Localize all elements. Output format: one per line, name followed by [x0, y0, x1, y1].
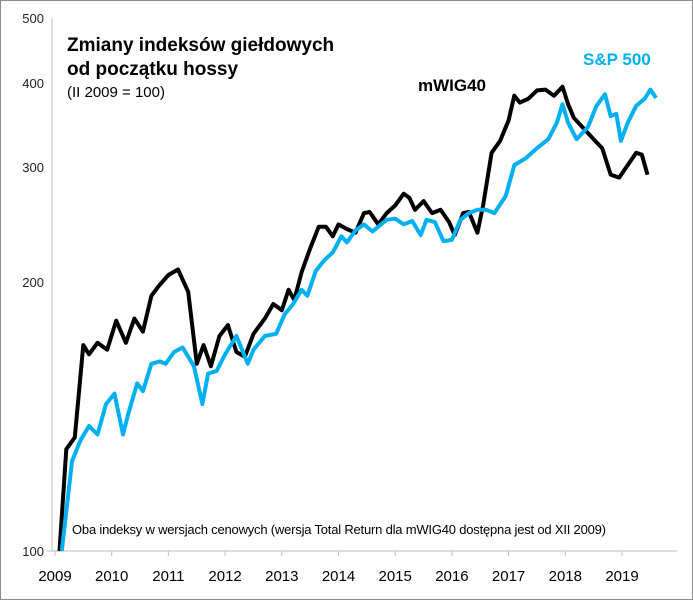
x-tick-label: 2013: [265, 568, 298, 585]
chart-title: Zmiany indeksów giełdowych od początku h…: [67, 34, 334, 82]
x-tick-label: 2015: [379, 568, 412, 585]
x-tick-label: 2009: [38, 568, 71, 585]
y-tick-label: 300: [22, 160, 44, 175]
x-tick-label: 2011: [152, 568, 184, 585]
chart-footnote: Oba indeksy w wersjach cenowych (wersja …: [72, 522, 606, 537]
legend-label-sp500: S&P 500: [583, 50, 651, 69]
x-tick-label: 2014: [322, 568, 355, 585]
x-tick-label: 2019: [605, 568, 638, 585]
chart-title-line-1: Zmiany indeksów giełdowych: [67, 35, 335, 56]
y-tick-label: 400: [22, 76, 44, 91]
y-tick-label: 100: [22, 544, 44, 559]
x-tick-label: 2012: [208, 568, 241, 585]
chart-title-line-2: od początku hossy: [67, 59, 239, 80]
series-line-s-p-500: [59, 87, 658, 552]
x-tick-label: 2017: [492, 568, 525, 585]
y-tick-label: 200: [22, 275, 44, 290]
series-line-mwig40: [57, 84, 650, 552]
chart-subtitle: (II 2009 = 100): [67, 84, 165, 101]
y-tick-label: 500: [22, 11, 44, 26]
x-tick-label: 2016: [435, 568, 468, 585]
x-tick-label: 2010: [95, 568, 128, 585]
legend-label-mwig40: mWIG40: [418, 76, 487, 95]
x-tick-label: 2018: [549, 568, 582, 585]
